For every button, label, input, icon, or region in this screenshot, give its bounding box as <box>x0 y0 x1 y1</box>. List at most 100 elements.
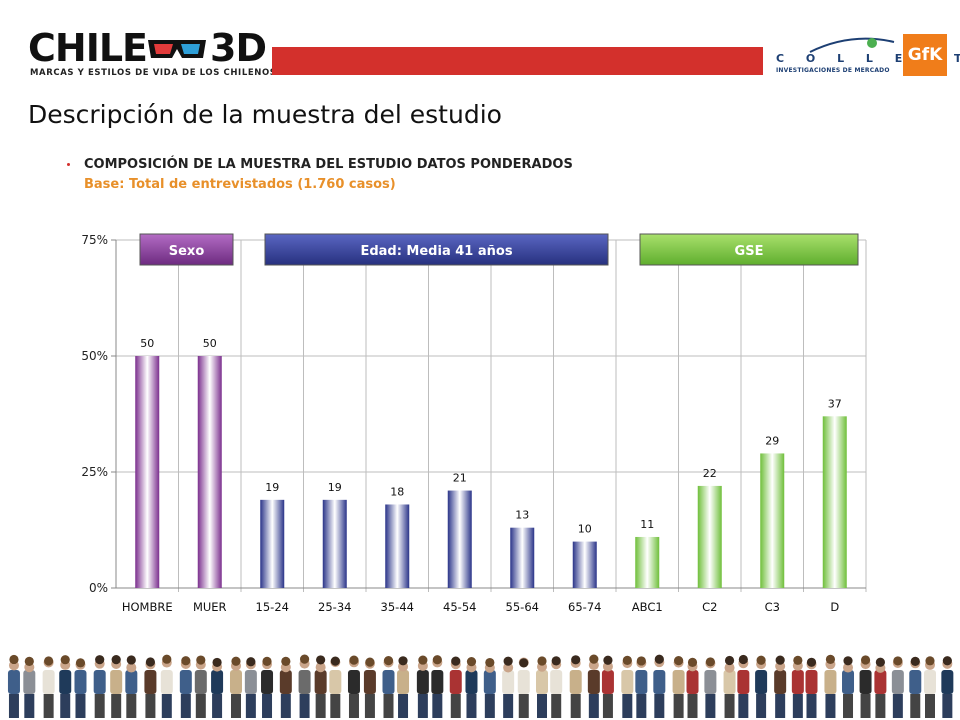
bar-c3 <box>760 453 785 588</box>
bar-value-label: 11 <box>640 518 654 531</box>
bar-55-64 <box>510 527 535 588</box>
y-tick-label: 0% <box>89 581 108 595</box>
x-tick-label: 65-74 <box>568 600 601 614</box>
bar-muer <box>197 356 222 588</box>
person-figure <box>7 654 20 718</box>
x-tick-label: 45-54 <box>443 600 476 614</box>
group-header-label: Sexo <box>169 244 205 259</box>
group-header-1 <box>264 233 609 266</box>
person-figure <box>569 655 582 718</box>
y-tick-label: 25% <box>81 465 108 479</box>
bar-c2 <box>697 485 722 588</box>
header-red-bar <box>272 47 763 75</box>
collect-swoosh-icon <box>809 37 895 53</box>
person-figure <box>737 654 750 718</box>
person-figure <box>842 656 855 718</box>
person-figure <box>653 654 666 718</box>
x-tick-label: 55-64 <box>506 600 539 614</box>
bar-value-label: 37 <box>828 397 842 410</box>
bar-65-74 <box>572 541 597 588</box>
person-figure <box>261 656 274 718</box>
bar-35-44 <box>385 504 410 588</box>
person-figure <box>329 656 342 718</box>
person-figure <box>536 656 549 718</box>
person-figure <box>805 657 818 718</box>
person-figure <box>179 656 192 718</box>
person-figure <box>244 657 257 718</box>
person-figure <box>587 654 600 718</box>
x-tick-label: 35-44 <box>381 600 414 614</box>
bar-value-label: 13 <box>515 509 529 522</box>
person-figure <box>483 657 496 718</box>
section-base: Base: Total de entrevistados (1.760 caso… <box>84 177 396 192</box>
bar-value-label: 18 <box>390 485 404 498</box>
person-figure <box>110 655 123 718</box>
y-tick-label: 50% <box>81 349 108 363</box>
bar-25-34 <box>322 499 347 588</box>
person-figure <box>347 655 360 718</box>
person-figure <box>363 657 376 718</box>
person-figure <box>211 657 224 718</box>
group-header-2 <box>639 233 859 266</box>
chile3d-logo: CHILE 3D MARCAS Y ESTILOS DE VIDA DE LOS… <box>28 26 276 82</box>
person-figure <box>93 655 106 718</box>
person-figure <box>382 656 395 718</box>
person-figure <box>774 655 787 718</box>
section-title: COMPOSICIÓN DE LA MUESTRA DEL ESTUDIO DA… <box>84 157 573 172</box>
bar-abc1 <box>635 536 660 588</box>
bar-d <box>822 416 847 588</box>
partner-tagline: INVESTIGACIONES DE MERCADO <box>776 67 890 74</box>
bar-value-label: 19 <box>265 481 279 494</box>
x-tick-label: MUER <box>193 600 227 614</box>
person-figure <box>601 655 614 718</box>
person-figure <box>672 656 685 718</box>
x-tick-label: 15-24 <box>256 600 289 614</box>
brand-3d-text: 3D <box>210 26 267 70</box>
bar-45-54 <box>447 490 472 588</box>
group-header-0 <box>139 233 234 266</box>
x-tick-label: C3 <box>765 600 780 614</box>
person-figure <box>449 656 462 718</box>
person-figure <box>924 656 937 718</box>
person-figure <box>502 656 515 718</box>
bar-value-label: 50 <box>203 337 217 350</box>
person-figure <box>550 656 563 718</box>
x-tick-label: D <box>830 600 839 614</box>
person-figure <box>874 657 887 718</box>
person-figure <box>621 655 634 718</box>
person-figure <box>314 655 327 718</box>
person-figure <box>791 655 804 718</box>
sample-composition-chart: Sexo Edad: Media 41 años GSE 0% 25% 50% 75% 50… <box>81 233 867 614</box>
bullet-icon <box>67 163 70 166</box>
person-figure <box>160 654 173 718</box>
person-figure <box>635 656 648 718</box>
bar-value-label: 50 <box>140 337 154 350</box>
3d-glasses-icon <box>148 40 206 58</box>
person-figure <box>229 656 242 718</box>
bar-15-24 <box>260 499 285 588</box>
person-figure <box>59 655 72 718</box>
page-title: Descripción de la muestra del estudio <box>28 100 502 129</box>
person-figure <box>909 656 922 718</box>
person-figure <box>517 657 530 718</box>
group-header-label: Edad: Media 41 años <box>360 244 512 259</box>
person-figure <box>397 656 410 718</box>
bar-value-label: 22 <box>703 467 717 480</box>
person-figure <box>723 655 736 718</box>
x-tick-label: ABC1 <box>632 600 663 614</box>
brand-tagline: MARCAS Y ESTILOS DE VIDA DE LOS CHILENOS <box>30 68 277 78</box>
person-figure <box>416 655 429 718</box>
y-tick-label: 75% <box>81 233 108 247</box>
person-figure <box>686 657 699 718</box>
x-tick-label: 25-34 <box>318 600 351 614</box>
person-figure <box>194 655 207 718</box>
person-figure <box>74 658 87 718</box>
brand-main-text: CHILE <box>28 26 148 70</box>
x-tick-label: HOMBRE <box>122 600 173 614</box>
bar-value-label: 29 <box>765 434 779 447</box>
x-tick-label: C2 <box>702 600 717 614</box>
person-figure <box>431 655 444 718</box>
person-figure <box>23 656 36 718</box>
person-figure <box>465 657 478 718</box>
person-figure <box>941 656 954 718</box>
